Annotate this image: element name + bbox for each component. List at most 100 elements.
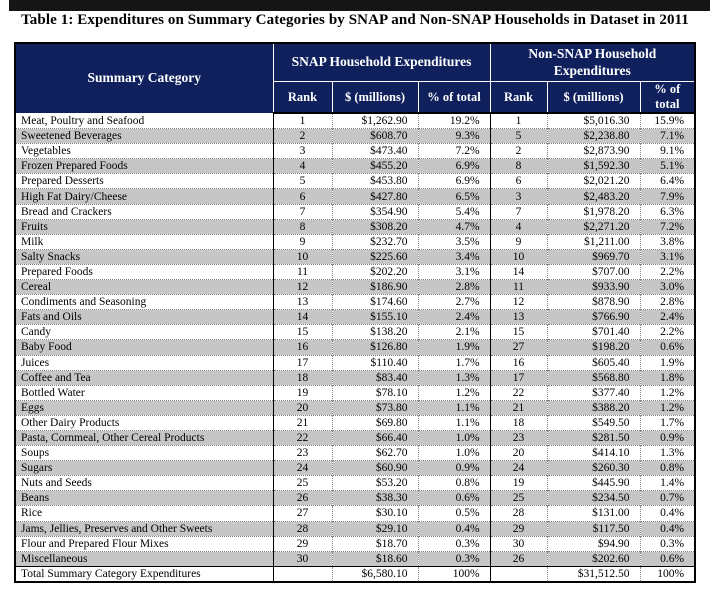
expenditures-table: Summary Category SNAP Household Expendit… [14,42,697,583]
cell-snap-rank: 9 [272,233,332,250]
cell-nonsnap-rank: 13 [489,309,548,325]
cell-category: Bottled Water [14,384,273,401]
cell-snap-pct: 0.3% [417,550,491,567]
cell-nonsnap-amount: $2,021.20 [546,173,641,189]
cell-snap-amount: $78.10 [331,384,418,401]
cell-nonsnap-rank: 18 [489,414,548,431]
cell-category: Frozen Prepared Foods [14,158,273,174]
cell-category: Eggs [14,399,273,416]
cell-nonsnap-pct: 0.4% [639,505,696,522]
table-row: Vegetables 3 $473.40 7.2% 2 $2,873.90 9.… [14,143,696,159]
table-row: Meat, Poultry and Seafood 1 $1,262.90 19… [14,112,696,129]
cell-nonsnap-amount: $281.50 [546,429,641,446]
cell-snap-amount: $38.30 [331,490,418,506]
cell-snap-pct: 9.3% [417,128,491,144]
cell-nonsnap-amount: $377.40 [546,384,641,401]
total-snap-rank [272,565,332,582]
cell-nonsnap-rank: 17 [489,369,548,386]
cell-nonsnap-pct: 6.3% [639,203,696,220]
cell-nonsnap-amount: $94.90 [546,535,641,552]
cell-nonsnap-rank: 15 [489,324,548,340]
cell-nonsnap-pct: 1.4% [639,475,696,491]
cell-nonsnap-amount: $198.20 [546,339,641,355]
cell-snap-pct: 0.8% [417,475,491,491]
cell-snap-pct: 1.3% [417,369,491,386]
cell-snap-rank: 25 [272,475,332,491]
table-row: Rice 27 $30.10 0.5% 28 $131.00 0.4% [14,505,696,522]
cell-snap-amount: $225.60 [331,248,418,265]
cell-snap-amount: $69.80 [331,414,418,431]
subheader-nonsnap-amount: $ (millions) [546,81,641,114]
cell-category: Fats and Oils [14,309,273,325]
cell-nonsnap-pct: 15.9% [639,112,696,129]
table-header: Summary Category SNAP Household Expendit… [14,42,696,114]
cell-nonsnap-rank: 6 [489,173,548,189]
cell-nonsnap-rank: 11 [489,279,548,295]
cell-category: Nuts and Seeds [14,475,273,491]
cell-nonsnap-amount: $388.20 [546,399,641,416]
cell-category: Meat, Poultry and Seafood [14,112,273,129]
cell-snap-amount: $53.20 [331,475,418,491]
cell-snap-amount: $608.70 [331,128,418,144]
cell-nonsnap-pct: 1.7% [639,414,696,431]
cell-snap-pct: 0.5% [417,505,491,522]
cell-snap-amount: $308.20 [331,218,418,235]
cell-snap-amount: $18.70 [331,535,418,552]
cell-nonsnap-pct: 7.1% [639,128,696,144]
cell-snap-rank: 8 [272,218,332,235]
cell-nonsnap-pct: 1.3% [639,445,696,461]
cell-nonsnap-rank: 16 [489,354,548,371]
cell-nonsnap-pct: 6.4% [639,173,696,189]
cell-nonsnap-rank: 10 [489,248,548,265]
cell-nonsnap-rank: 24 [489,460,548,476]
cell-snap-rank: 6 [272,188,332,205]
cell-nonsnap-pct: 7.2% [639,218,696,235]
cell-snap-amount: $60.90 [331,460,418,476]
cell-snap-pct: 1.2% [417,384,491,401]
cell-nonsnap-amount: $933.90 [546,279,641,295]
header-snap-group: SNAP Household Expenditures [272,42,491,82]
cell-nonsnap-rank: 25 [489,490,548,506]
cell-nonsnap-amount: $2,483.20 [546,188,641,205]
cell-nonsnap-pct: 0.9% [639,429,696,446]
cell-nonsnap-rank: 12 [489,294,548,310]
header-summary-category: Summary Category [14,42,274,114]
cell-nonsnap-rank: 21 [489,399,548,416]
table-row: Miscellaneous 30 $18.60 0.3% 26 $202.60 … [14,550,696,567]
cell-snap-rank: 20 [272,399,332,416]
cell-snap-rank: 11 [272,263,332,280]
cell-snap-rank: 7 [272,203,332,220]
cell-nonsnap-pct: 1.9% [639,354,696,371]
cell-nonsnap-pct: 1.2% [639,399,696,416]
table-row: Milk 9 $232.70 3.5% 9 $1,211.00 3.8% [14,233,696,250]
cell-snap-amount: $30.10 [331,505,418,522]
cell-snap-amount: $110.40 [331,354,418,371]
table-row: Cereal 12 $186.90 2.8% 11 $933.90 3.0% [14,279,696,295]
cell-snap-amount: $66.40 [331,429,418,446]
cell-snap-amount: $202.20 [331,263,418,280]
cell-snap-rank: 19 [272,384,332,401]
sub-header-row: Rank $ (millions) % of total Rank $ (mil… [15,81,696,114]
cell-snap-amount: $354.90 [331,203,418,220]
cell-snap-amount: $29.10 [331,520,418,537]
cell-nonsnap-pct: 0.4% [639,520,696,537]
cell-nonsnap-rank: 4 [489,218,548,235]
cell-nonsnap-amount: $1,592.30 [546,158,641,174]
table-body: Meat, Poultry and Seafood 1 $1,262.90 19… [14,112,696,567]
cell-snap-pct: 1.7% [417,354,491,371]
cell-snap-pct: 0.4% [417,520,491,537]
cell-snap-rank: 12 [272,279,332,295]
cell-category: Prepared Foods [14,263,273,280]
table-title: Table 1: Expenditures on Summary Categor… [21,12,689,28]
cell-snap-rank: 22 [272,429,332,446]
table-row: Frozen Prepared Foods 4 $455.20 6.9% 8 $… [14,158,696,174]
cell-snap-rank: 15 [272,324,332,340]
cell-nonsnap-amount: $2,271.20 [546,218,641,235]
cell-nonsnap-amount: $131.00 [546,505,641,522]
cell-snap-pct: 0.9% [417,460,491,476]
subheader-nonsnap-rank: Rank [489,81,548,114]
table-row: Bottled Water 19 $78.10 1.2% 22 $377.40 … [14,384,696,401]
total-nonsnap-rank [489,565,548,582]
cell-snap-rank: 30 [272,550,332,567]
cell-nonsnap-pct: 0.8% [639,460,696,476]
